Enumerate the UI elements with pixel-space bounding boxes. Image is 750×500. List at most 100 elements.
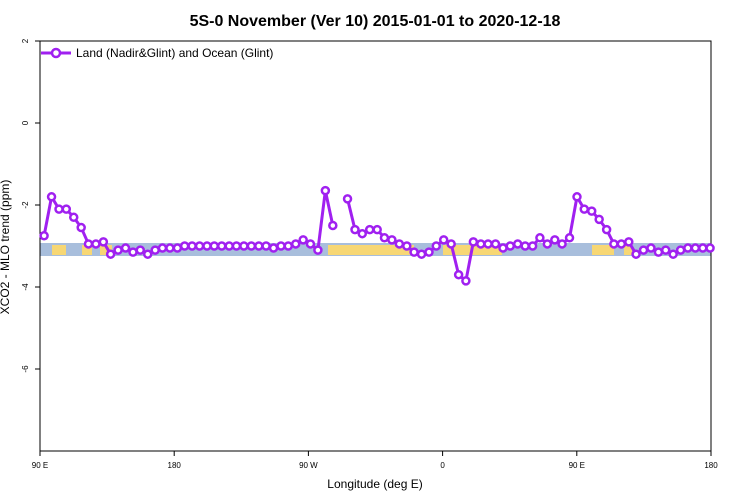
data-point <box>542 239 553 249</box>
data-point <box>498 243 508 253</box>
data-point <box>290 239 301 249</box>
data-point <box>54 204 64 214</box>
data-point <box>261 241 271 251</box>
data-point <box>453 269 464 280</box>
data-point <box>675 245 686 255</box>
series-line <box>346 195 711 283</box>
data-point <box>305 239 316 249</box>
data-point <box>690 243 701 253</box>
data-point <box>653 247 664 257</box>
data-point <box>424 247 434 257</box>
data-point <box>157 243 168 253</box>
data-point <box>438 235 449 245</box>
data-point <box>224 241 234 251</box>
data-point <box>83 239 94 249</box>
x-tick-label: 90 E <box>32 461 48 470</box>
y-tick-label: -6 <box>21 365 30 373</box>
data-point <box>668 249 678 259</box>
data-point <box>165 243 175 253</box>
chart-title: 5S-0 November (Ver 10) 2015-01-01 to 202… <box>190 13 561 30</box>
data-point <box>342 194 353 204</box>
data-point <box>490 239 501 249</box>
x-axis-ticks: 90 E 180 90 W 0 90 E 180 <box>32 451 718 470</box>
data-point <box>120 243 131 253</box>
x-tick-label: 90 E <box>569 461 585 470</box>
data-point <box>231 241 242 251</box>
data-point <box>476 239 486 249</box>
data-point <box>150 245 160 255</box>
data-point <box>446 239 456 249</box>
data-point <box>512 239 523 249</box>
data-point <box>431 241 442 251</box>
data-point <box>202 241 212 251</box>
data-point <box>187 241 197 251</box>
y-tick-label: 0 <box>21 120 30 125</box>
y-tick-label: 2 <box>21 38 30 43</box>
data-point <box>328 220 338 231</box>
legend-marker <box>50 47 62 59</box>
data-point <box>564 233 575 243</box>
data-point <box>394 239 405 249</box>
data-point <box>409 247 419 257</box>
data-point <box>616 239 627 249</box>
data-point <box>216 241 227 251</box>
data-point <box>298 235 308 245</box>
data-point <box>468 237 479 247</box>
data-point <box>105 249 116 259</box>
data-point <box>313 245 323 255</box>
legend: Land (Nadir&Glint) and Ocean (Glint) <box>41 46 273 60</box>
y-axis-ticks: 2 0 -2 -4 -6 <box>21 38 40 373</box>
data-point <box>638 245 649 255</box>
data-point <box>594 214 604 225</box>
data-point <box>68 212 79 223</box>
data-point <box>535 233 545 243</box>
data-point <box>39 231 49 241</box>
data-point <box>557 239 567 249</box>
y-tick-label: -4 <box>21 283 30 291</box>
data-point <box>91 239 101 249</box>
data-point <box>98 237 109 247</box>
data-point <box>350 224 360 235</box>
data-point <box>61 204 72 214</box>
data-point <box>364 224 375 235</box>
land-band-segment <box>592 245 614 255</box>
data-point <box>572 192 582 202</box>
data-point <box>461 276 471 286</box>
data-point <box>660 245 671 255</box>
data-point <box>246 241 257 251</box>
data-point <box>624 237 634 247</box>
land-band-segment <box>328 245 414 255</box>
data-point <box>705 243 715 253</box>
land-band-segment <box>82 245 92 255</box>
data-point <box>172 243 183 253</box>
data-point <box>527 241 538 251</box>
data-point <box>76 222 86 233</box>
data-point <box>586 206 597 216</box>
data-point <box>142 249 153 259</box>
data-point <box>402 241 412 251</box>
data-point <box>320 185 331 196</box>
data-point <box>387 235 397 245</box>
data-point <box>179 241 190 251</box>
series-layer <box>39 185 715 286</box>
data-point <box>268 243 279 253</box>
x-tick-label: 0 <box>440 461 445 470</box>
y-axis-label: XCO2 - MLO trend (ppm) <box>0 180 12 315</box>
data-point <box>505 241 516 251</box>
data-point <box>646 243 656 253</box>
land-band-segment <box>100 245 112 255</box>
x-tick-label: 180 <box>704 461 718 470</box>
x-tick-label: 180 <box>168 461 182 470</box>
data-point <box>520 241 530 251</box>
data-point <box>46 192 57 202</box>
data-point <box>698 243 708 253</box>
data-point <box>254 241 264 251</box>
data-point <box>372 224 382 235</box>
data-point <box>416 249 427 259</box>
x-axis-label: Longitude (deg E) <box>327 477 422 491</box>
land-band-segment <box>624 245 632 255</box>
data-point <box>135 245 146 255</box>
data-point <box>113 245 123 255</box>
data-point <box>379 233 390 243</box>
